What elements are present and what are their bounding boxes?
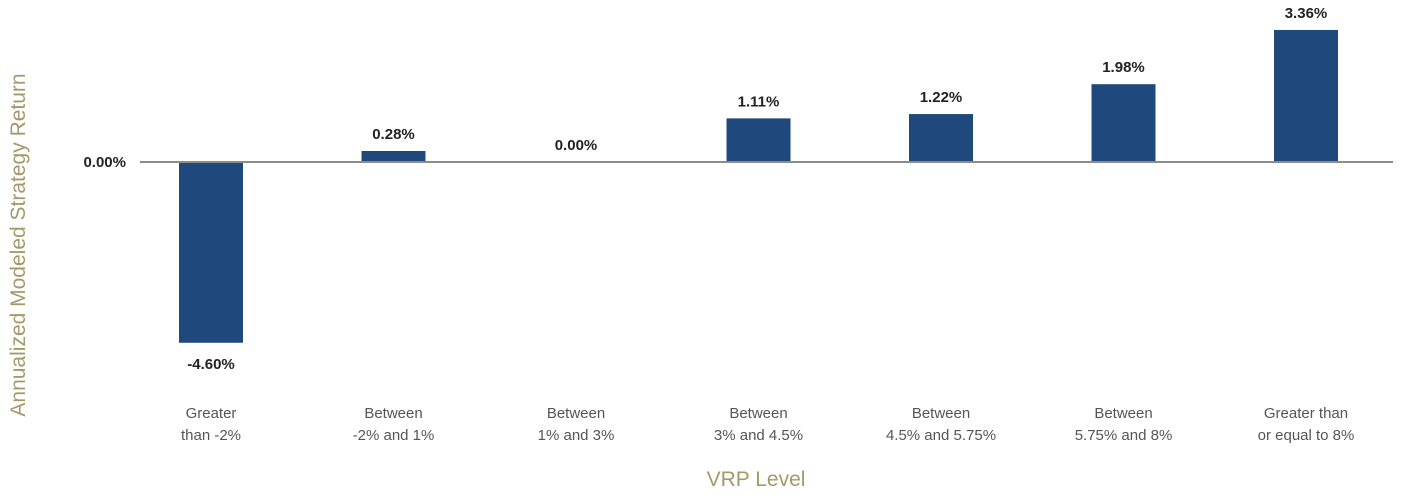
category-label: 5.75% and 8% — [1075, 427, 1173, 444]
category-label: 1% and 3% — [538, 427, 615, 444]
category-label: Between — [364, 405, 422, 422]
bar — [1091, 84, 1156, 162]
category-label: Between — [912, 405, 970, 422]
y-axis-title: Annualized Modeled Strategy Return — [7, 73, 30, 416]
data-label: 1.11% — [738, 93, 780, 110]
category-label: Greater than — [1264, 405, 1348, 422]
bar — [909, 114, 973, 162]
category-label: Between — [1094, 405, 1152, 422]
category-label: Greater — [186, 405, 237, 422]
bar — [1274, 29, 1338, 163]
data-label: 0.28% — [372, 126, 415, 143]
bar — [726, 118, 791, 162]
x-axis-title: VRP Level — [707, 468, 806, 491]
data-label: -4.60% — [187, 356, 235, 373]
data-label: 1.22% — [920, 89, 963, 106]
category-label: 3% and 4.5% — [714, 427, 803, 444]
category-label: or equal to 8% — [1258, 427, 1355, 444]
data-label: 3.36% — [1285, 5, 1328, 22]
y-tick-label: 0.00% — [83, 154, 126, 171]
bar — [179, 162, 243, 343]
category-label: Between — [547, 405, 605, 422]
data-label: 1.98% — [1102, 59, 1145, 76]
bar — [361, 150, 426, 162]
category-label: Between — [729, 405, 787, 422]
category-label: -2% and 1% — [353, 427, 435, 444]
category-label: 4.5% and 5.75% — [886, 427, 996, 444]
category-label: than -2% — [181, 427, 241, 444]
data-label: 0.00% — [555, 137, 598, 154]
